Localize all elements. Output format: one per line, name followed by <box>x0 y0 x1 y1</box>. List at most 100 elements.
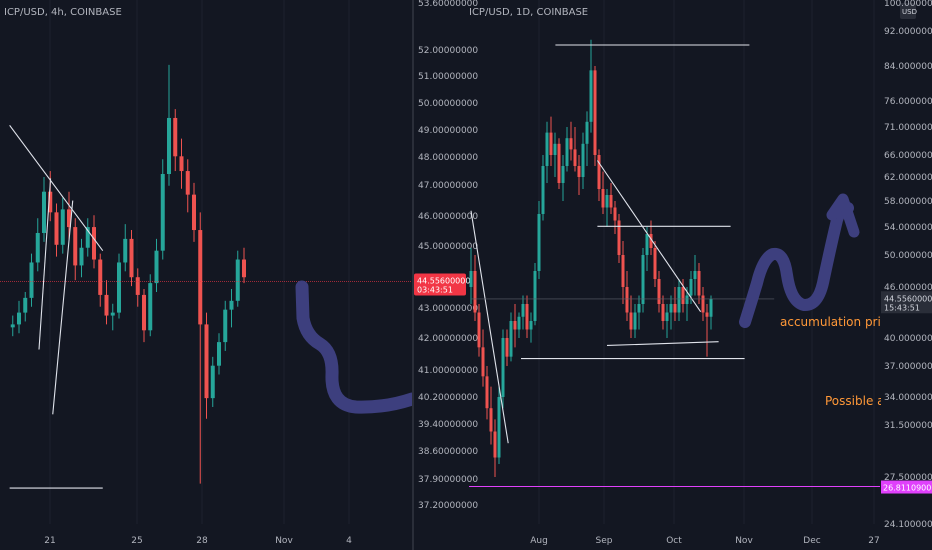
price-tag-value-1d: 44.55600000 <box>884 294 932 303</box>
time-axis-4h[interactable]: 21 25 28 Nov 4 <box>0 525 412 550</box>
candle-body-4h <box>235 259 240 301</box>
candle-body-1d <box>589 70 593 122</box>
candlestick-chart-1d[interactable]: ICP/USD, 1D, COINBASE 53.60000000 52.0000… <box>414 0 932 550</box>
candle-body-4h <box>185 171 190 195</box>
annotation-possible: Possible acc <box>825 394 898 408</box>
support-tag-value: 26.81109006 <box>883 484 932 493</box>
candle-body-1d <box>621 255 625 287</box>
x-tick-label-1d: 27 <box>868 536 879 546</box>
candle-body-1d <box>689 279 693 296</box>
candle-body-4h <box>117 262 121 313</box>
candle-body-4h <box>110 312 115 316</box>
x-tick-label-1d: Dec <box>803 536 820 546</box>
y-tick-label-1d: 27.50000000 <box>884 473 932 483</box>
candle-body-1d <box>649 234 653 248</box>
y-tick-label-4h: 51.00000000 <box>418 72 478 82</box>
candle-body-1d <box>529 321 533 330</box>
candle-body-4h <box>229 300 234 310</box>
y-tick-label-4h: 37.90000000 <box>418 475 478 485</box>
price-tag-bg-4h <box>414 273 466 296</box>
trendlines-1d <box>470 44 775 444</box>
pane-divider[interactable] <box>412 0 414 550</box>
candle-body-4h <box>29 262 34 298</box>
candle-body-1d <box>709 298 713 317</box>
candle-body-4h <box>123 238 128 263</box>
candles-1d <box>469 39 713 477</box>
marker-drawing-4h <box>295 280 412 414</box>
candle-body-4h <box>204 324 209 399</box>
candle-body-1d <box>637 304 641 313</box>
y-tick-label-1d: 50.00000000 <box>884 251 932 261</box>
candle-body-1d <box>533 271 537 321</box>
candle-body-1d <box>525 304 529 330</box>
candle-body-4h <box>129 238 134 278</box>
candle-body-4h <box>54 212 59 245</box>
y-tick-label-1d: 54.00000000 <box>884 223 932 233</box>
candles-4h <box>10 64 246 484</box>
candle-body-1d <box>693 271 697 279</box>
price-tag-countdown-1d: 15:43:51 <box>884 303 920 312</box>
x-tick-label-1d: Aug <box>530 536 548 546</box>
candle-body-4h <box>154 250 159 284</box>
chart-pane-4h[interactable]: ICP/USD, 4h, COINBASE 21 25 28 Nov 4 <box>0 0 412 550</box>
y-tick-label-4h: 49.00000000 <box>418 126 478 136</box>
y-tick-label-1d: 24.10000000 <box>884 520 932 530</box>
time-axis-bg-1d <box>414 525 881 550</box>
y-tick-label-4h: 48.00000000 <box>418 153 478 163</box>
candle-body-4h <box>179 156 184 172</box>
candle-body-4h <box>210 365 215 399</box>
y-tick-label-1d: 34.00000000 <box>884 393 932 403</box>
x-tick-label-1d: Oct <box>666 536 682 546</box>
candle-body-1d <box>653 248 657 279</box>
candle-body-1d <box>537 214 541 271</box>
candle-body-1d <box>513 321 517 330</box>
y-tick-label-4h: 50.00000000 <box>418 99 478 109</box>
candle-body-4h <box>242 259 246 278</box>
candle-body-1d <box>561 166 565 183</box>
candle-body-1d <box>681 287 685 304</box>
trendlines-4h <box>9 125 104 489</box>
y-tick-label-1d: 100.00000000 <box>884 0 932 9</box>
y-tick-label-4h: 38.60000000 <box>418 447 478 457</box>
candle-body-4h <box>223 309 228 343</box>
candle-body-1d <box>481 347 485 377</box>
candle-body-1d <box>585 121 589 144</box>
price-tag-countdown-4h: 03:43:51 <box>417 285 453 294</box>
y-tick-label-1d: 40.00000000 <box>884 334 932 344</box>
y-tick-label-4h: 42.00000000 <box>418 334 478 344</box>
y-tick-label-1d: 46.00000000 <box>884 283 932 293</box>
candle-body-4h <box>73 227 78 266</box>
candle-body-1d <box>557 143 561 183</box>
y-tick-label-4h: 43.00000000 <box>418 304 478 314</box>
arrow-head-drawing-1d <box>826 193 860 238</box>
y-tick-label-1d: 84.00000000 <box>884 62 932 72</box>
candle-body-1d <box>597 155 601 189</box>
candle-body-1d <box>469 271 473 287</box>
currency-label: USD <box>902 8 917 16</box>
candle-body-1d <box>493 431 497 458</box>
symbol-label-1d: ICP/USD, 1D, COINBASE <box>469 7 588 18</box>
price-axis-1d[interactable]: 53.60000000 52.00000000 51.00000000 50.0000… <box>414 0 478 537</box>
y-tick-label-1d: 71.00000000 <box>884 123 932 133</box>
candle-body-1d <box>673 304 677 313</box>
y-tick-label-1d: 31.50000000 <box>884 421 932 431</box>
trendline-4h <box>52 200 74 415</box>
candle-body-1d <box>553 143 557 155</box>
candle-body-4h <box>135 277 140 295</box>
chart-pane-1d[interactable]: ICP/USD, 1D, COINBASE 53.60000000 52.0000… <box>414 0 932 550</box>
candle-body-4h <box>67 209 71 228</box>
candle-body-4h <box>198 230 203 325</box>
candle-body-1d <box>489 408 493 432</box>
y-tick-label-4h: 45.00000000 <box>418 242 478 252</box>
candle-body-1d <box>477 312 481 348</box>
y-tick-label-4h: 52.00000000 <box>418 46 478 56</box>
candlestick-chart-4h[interactable]: ICP/USD, 4h, COINBASE 21 25 28 Nov 4 <box>0 0 412 550</box>
candle-body-4h <box>148 283 153 331</box>
candle-body-1d <box>665 312 669 321</box>
candle-body-1d <box>565 138 569 166</box>
candle-body-1d <box>609 195 613 208</box>
trendline-1d <box>470 210 509 444</box>
time-axis-1d[interactable]: Aug Sep Oct Nov Dec 27 <box>414 525 881 550</box>
